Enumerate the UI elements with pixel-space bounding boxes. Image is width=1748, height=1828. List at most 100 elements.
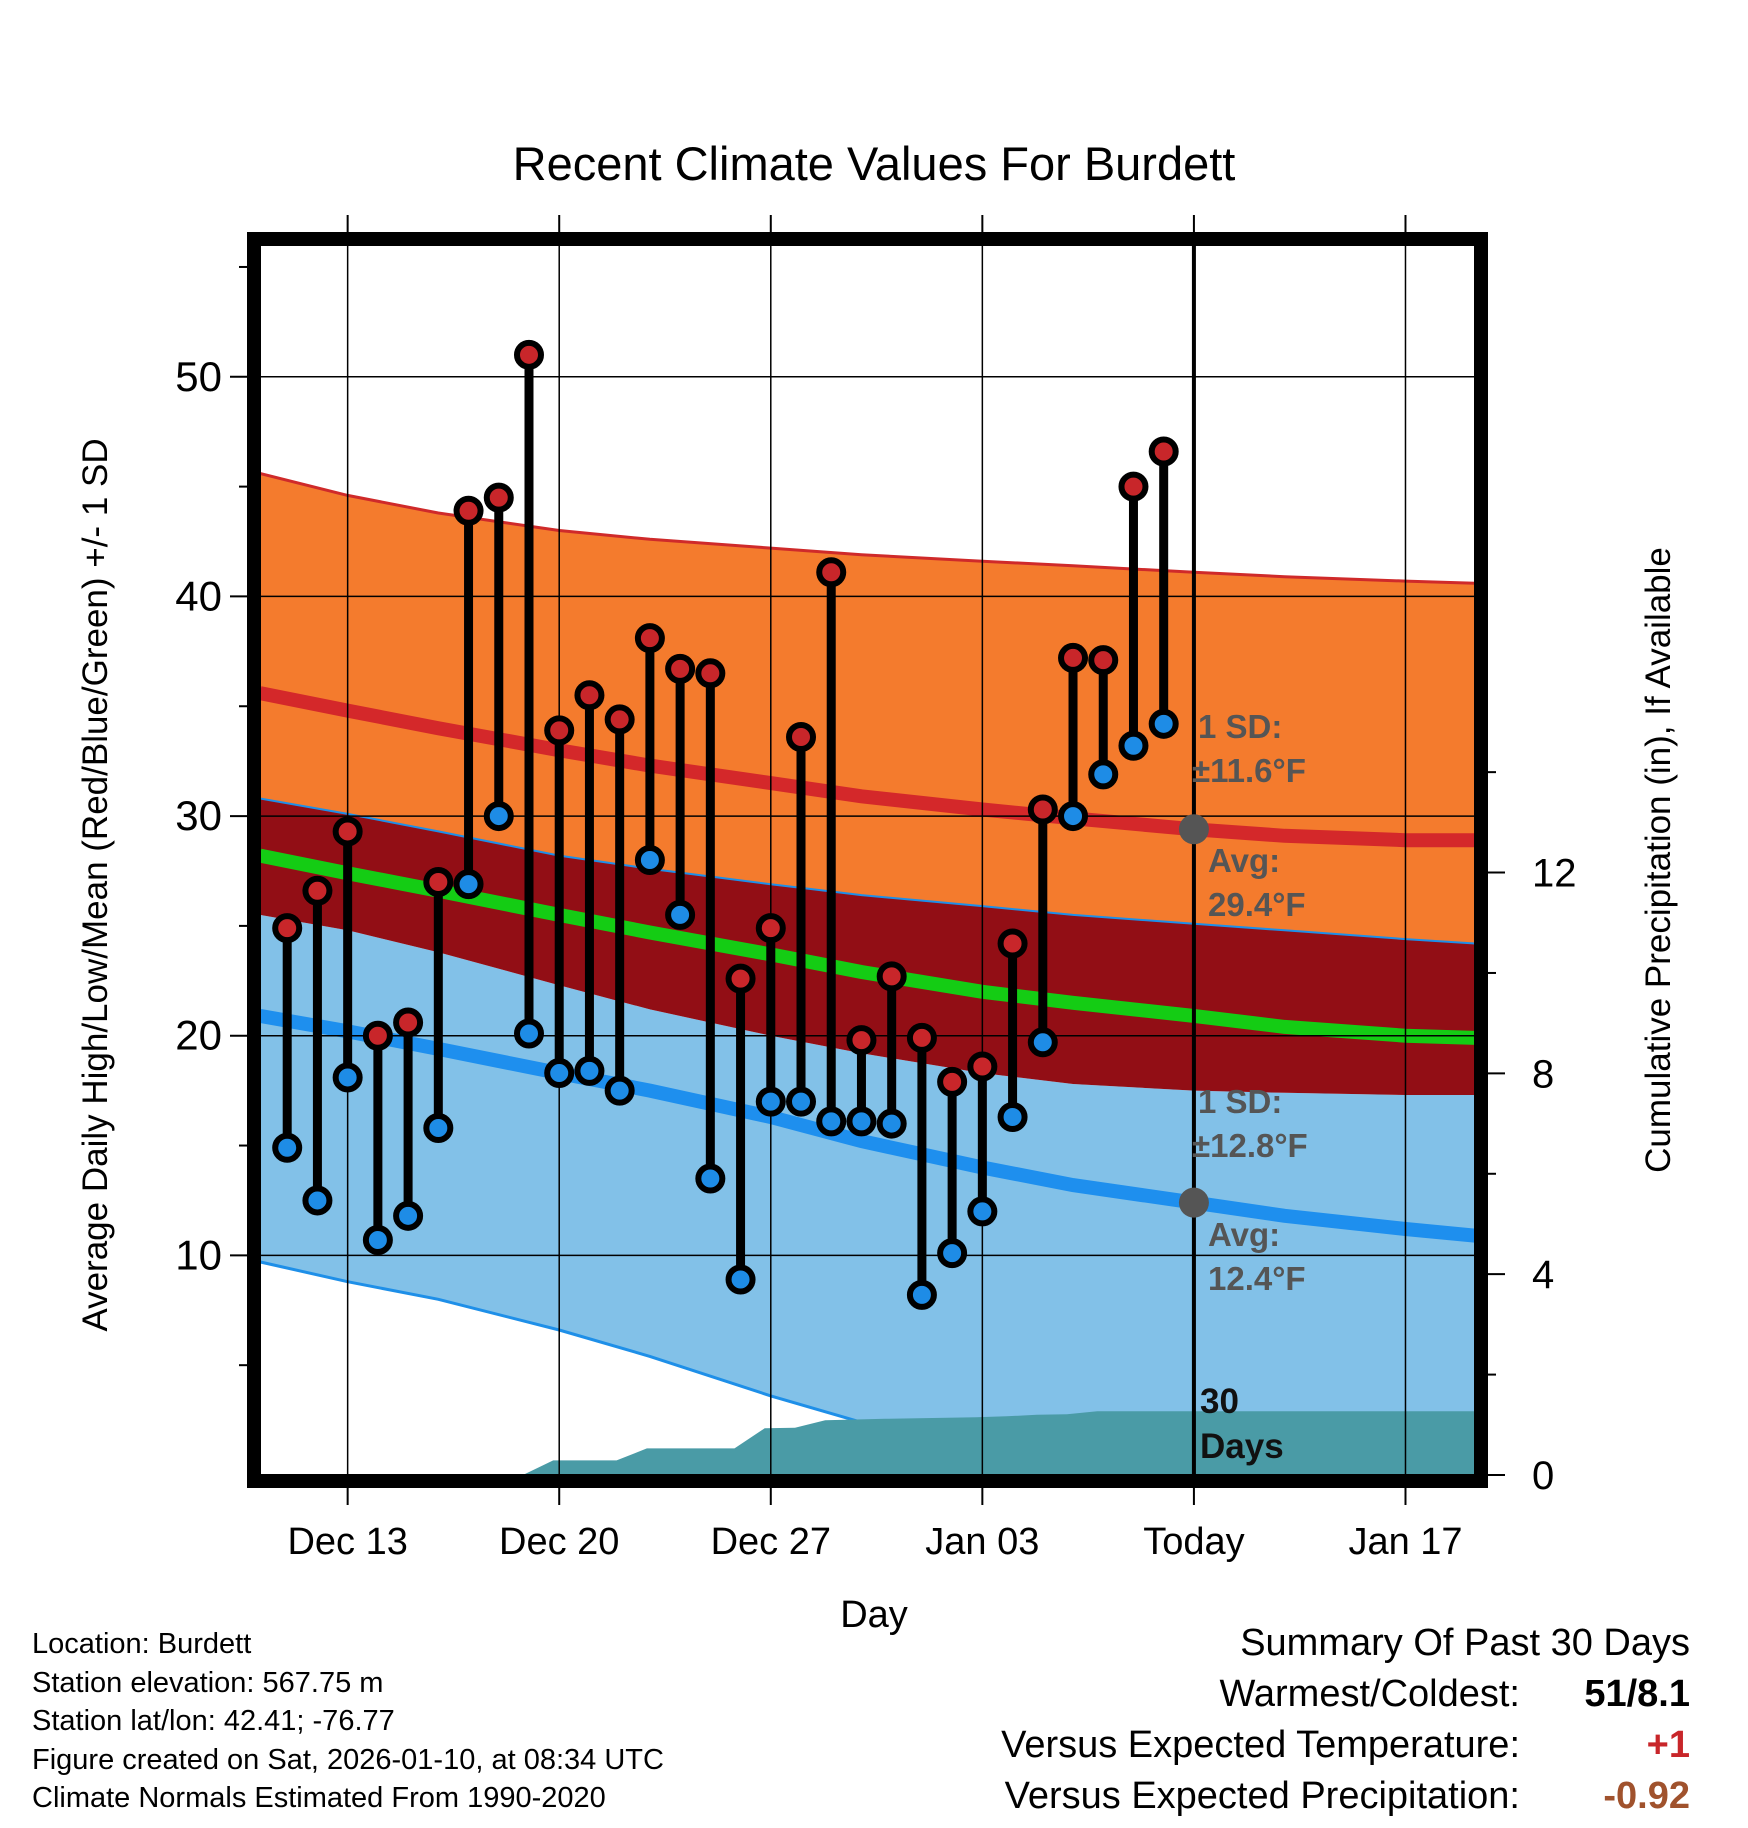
high-point xyxy=(846,1025,877,1056)
y-tick-label: 40 xyxy=(175,572,222,619)
high-point xyxy=(453,495,484,526)
high-point xyxy=(786,722,817,752)
low-point xyxy=(604,1075,635,1106)
low-avg-marker xyxy=(1178,1187,1209,1218)
high-point xyxy=(634,623,665,654)
plot-frame xyxy=(247,232,1488,1488)
temp-departure-row: Versus Expected Temperature: +1 xyxy=(1001,1720,1690,1771)
low-point xyxy=(665,899,696,930)
high-point xyxy=(1058,642,1089,673)
temp-departure-value: +1 xyxy=(1646,1724,1690,1766)
low-sd-band xyxy=(260,914,1475,1475)
low-point xyxy=(876,1108,907,1139)
low-point xyxy=(544,1058,575,1089)
low-point xyxy=(906,1279,937,1310)
high-point xyxy=(997,928,1028,959)
y-tick-label: 20 xyxy=(175,1012,222,1059)
low-point xyxy=(1118,730,1149,761)
low-point xyxy=(272,1132,303,1163)
precip-departure-value: -0.92 xyxy=(1603,1775,1690,1817)
x-tick-label: Jan 03 xyxy=(925,1521,1039,1563)
precip-area xyxy=(522,1411,1475,1475)
grid-lines xyxy=(260,245,1475,1475)
warmest-coldest-value: 51/8.1 xyxy=(1584,1673,1690,1715)
low-point xyxy=(997,1101,1028,1132)
station-info: Location: Burdett Station elevation: 567… xyxy=(32,1625,664,1818)
x-tick-label: Today xyxy=(1143,1521,1244,1563)
low-point xyxy=(1148,708,1179,739)
high-point xyxy=(755,913,786,944)
low-point xyxy=(362,1224,393,1255)
high-point xyxy=(937,1066,968,1097)
today-line xyxy=(1178,245,1209,1475)
high-plus-sd-line xyxy=(260,471,1475,585)
low-point xyxy=(695,1163,726,1194)
y2-tick-label: 12 xyxy=(1532,852,1577,896)
high-point xyxy=(393,1007,424,1038)
latlon-text: Station lat/lon: 42.41; -76.77 xyxy=(32,1705,395,1737)
precip-departure-row: Versus Expected Precipitation: -0.92 xyxy=(1001,1771,1690,1822)
high-point xyxy=(876,961,907,992)
warmest-coldest-label: Warmest/Coldest: xyxy=(1219,1673,1520,1715)
low-sd-label: 1 SD: xyxy=(1198,1083,1282,1120)
high-point xyxy=(332,816,363,847)
high-minus-sd-line xyxy=(260,797,1475,945)
precip-fill xyxy=(522,1411,1475,1475)
low-point xyxy=(755,1086,786,1117)
low-point xyxy=(1027,1027,1058,1058)
precip-departure-label: Versus Expected Precipitation: xyxy=(1004,1775,1520,1817)
y-axis-title: Average Daily High/Low/Mean (Red/Blue/Gr… xyxy=(76,438,115,1331)
low-point xyxy=(1058,801,1089,832)
low-point xyxy=(786,1086,817,1117)
normal-bands xyxy=(260,473,1475,1475)
low-point xyxy=(393,1200,424,1231)
high-point xyxy=(725,963,756,994)
high-sd-value: ±11.6°F xyxy=(1192,752,1306,789)
high-point xyxy=(1027,794,1058,825)
high-point xyxy=(574,680,605,711)
high-point xyxy=(302,875,333,906)
temp-departure-label: Versus Expected Temperature: xyxy=(1001,1724,1520,1766)
high-point xyxy=(1118,471,1149,502)
low-point xyxy=(937,1238,968,1269)
high-avg-value: 29.4°F xyxy=(1208,886,1306,923)
low-point xyxy=(453,869,484,900)
high-point xyxy=(906,1022,937,1053)
low-point xyxy=(725,1264,756,1295)
high-point xyxy=(967,1051,998,1082)
summary-panel: Summary Of Past 30 Days Warmest/Coldest:… xyxy=(1001,1618,1690,1822)
y-tick-label: 10 xyxy=(175,1231,222,1278)
high-point xyxy=(665,653,696,684)
daily-range-bars xyxy=(272,339,1179,1310)
low-point xyxy=(574,1055,605,1086)
location-text: Location: Burdett xyxy=(32,1628,252,1660)
high-point xyxy=(604,704,635,735)
chart-title: Recent Climate Values For Burdett xyxy=(513,137,1236,190)
created-text: Figure created on Sat, 2026-01-10, at 08… xyxy=(32,1743,664,1776)
high-point xyxy=(695,658,726,689)
normals-text: Climate Normals Estimated From 1990-2020 xyxy=(32,1782,606,1814)
x-tick-label: Dec 20 xyxy=(499,1521,619,1563)
plot-border xyxy=(247,232,1488,1488)
axes: 10 20 30 40 50 0 4 8 12 Dec 13 Dec 20 Dec 27 Jan 03 T… xyxy=(175,215,1577,1563)
high-point xyxy=(1088,645,1119,676)
low-point xyxy=(634,845,665,875)
low-point xyxy=(483,801,514,832)
x-tick-label: Jan 17 xyxy=(1348,1521,1462,1563)
period-count: 30 xyxy=(1200,1382,1239,1421)
annotations: 1 SD: ±11.6°F Avg: 29.4°F 1 SD: ±12.8°F … xyxy=(1192,708,1308,1466)
high-avg-label: Avg: xyxy=(1208,842,1280,879)
high-avg-line xyxy=(260,686,1475,848)
warmest-coldest-row: Warmest/Coldest: 51/8.1 xyxy=(1001,1669,1690,1720)
y-tick-label: 50 xyxy=(175,353,222,400)
low-point xyxy=(423,1112,454,1143)
low-avg-label: Avg: xyxy=(1208,1216,1280,1253)
high-point xyxy=(272,913,303,944)
low-point xyxy=(816,1106,847,1137)
elevation-text: Station elevation: 567.75 m xyxy=(32,1666,384,1699)
high-point xyxy=(544,715,575,746)
low-point xyxy=(302,1185,333,1216)
overlap-band xyxy=(260,798,1475,1095)
low-avg-value: 12.4°F xyxy=(1208,1260,1306,1297)
